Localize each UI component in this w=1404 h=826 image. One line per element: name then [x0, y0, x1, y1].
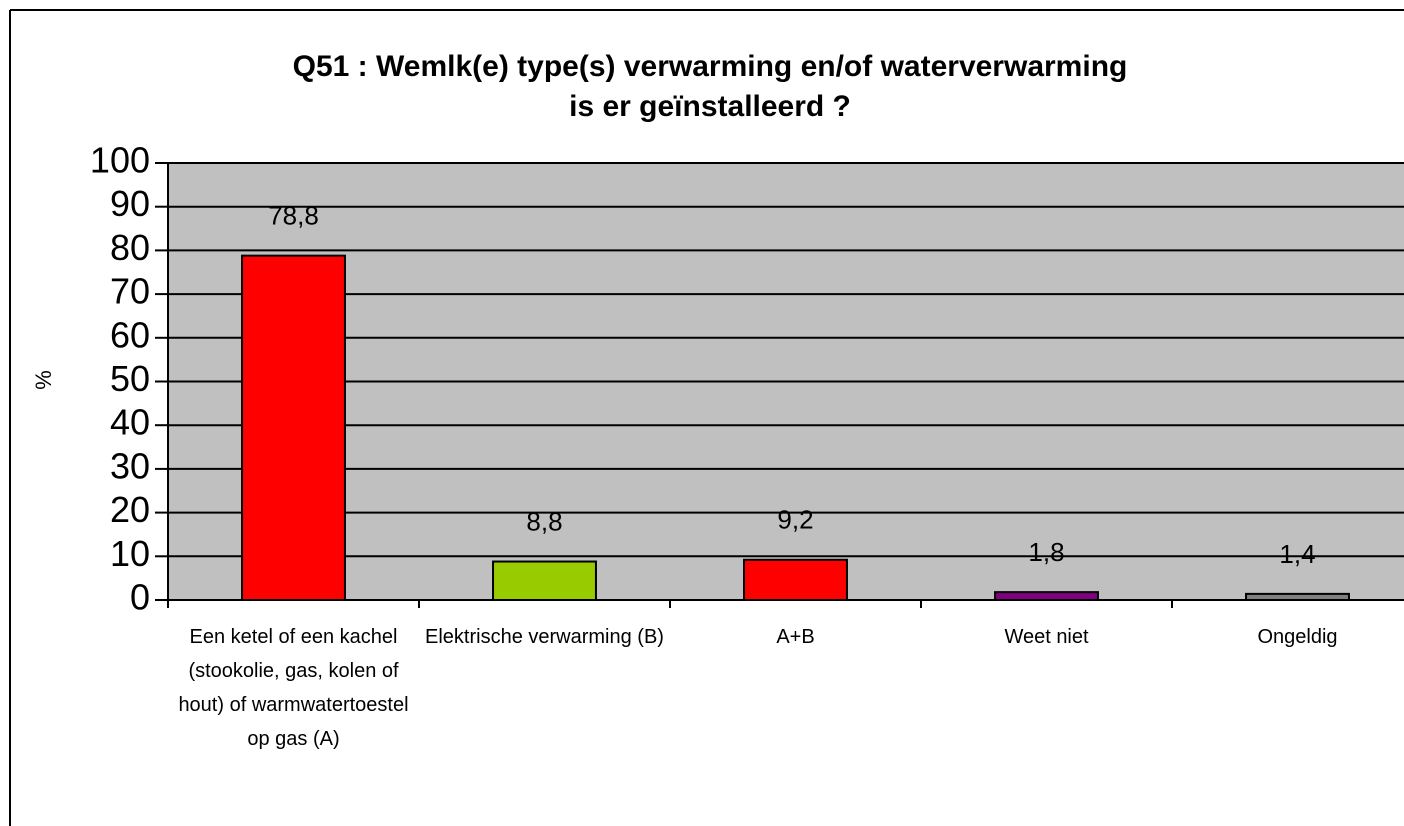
value-label: 78,8 — [268, 201, 319, 231]
y-tick-label: 10 — [110, 533, 150, 574]
bar — [1245, 592, 1350, 602]
bar — [743, 558, 848, 602]
y-tick-label: 60 — [110, 314, 150, 355]
chart-title: Q51 : Wemlk(e) type(s) verwarming en/of … — [292, 50, 1128, 83]
x-tick-label: Ongeldig — [1257, 626, 1338, 648]
x-tick-label: Een ketel of een kachel (stookolie, gas,… — [178, 626, 409, 750]
y-tick-label: 40 — [110, 402, 150, 443]
x-tick-label: Elektrische verwarming (B) — [425, 626, 664, 648]
chart-title: is er geïnstalleerd ? — [569, 90, 851, 123]
bar — [241, 254, 346, 601]
value-label: 9,2 — [777, 505, 813, 535]
y-axis-label: % — [31, 370, 56, 390]
bar — [994, 591, 1099, 601]
value-label: 8,8 — [526, 506, 562, 536]
x-tick-label: Weet niet — [1004, 626, 1089, 648]
bar — [492, 560, 597, 602]
y-tick-label: 0 — [130, 577, 150, 618]
y-tick-label: 30 — [110, 445, 150, 486]
y-tick-label: 70 — [110, 271, 150, 312]
y-tick-label: 50 — [110, 358, 150, 399]
value-label: 1,8 — [1028, 537, 1064, 567]
x-tick-label: A+B — [776, 626, 815, 648]
y-tick-label: 20 — [110, 489, 150, 530]
y-tick-label: 100 — [90, 140, 150, 181]
value-label: 1,4 — [1279, 539, 1315, 569]
y-tick-label: 80 — [110, 227, 150, 268]
y-tick-label: 90 — [110, 183, 150, 224]
